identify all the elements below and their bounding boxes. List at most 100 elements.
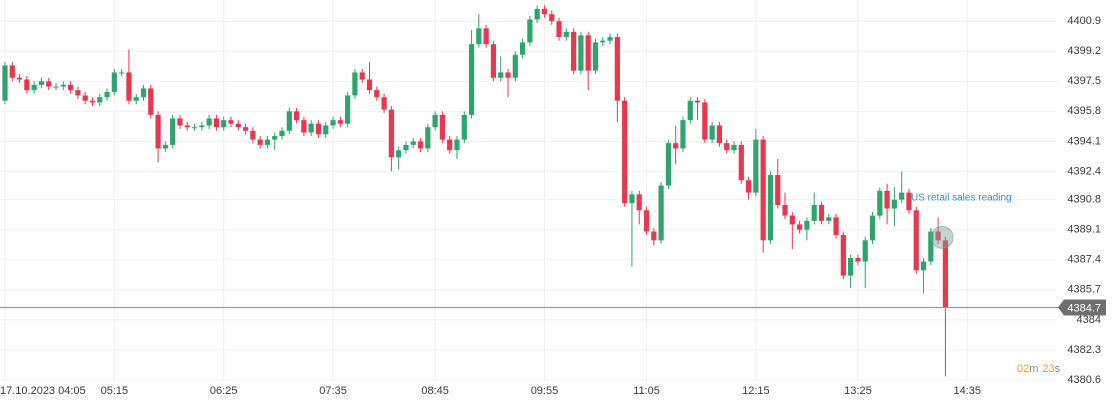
y-tick-label: 4385.7	[1067, 284, 1101, 296]
y-tick-label: 4387.4	[1067, 254, 1101, 266]
candle-body	[388, 109, 394, 158]
candle-body	[119, 72, 125, 74]
candle-body	[490, 44, 497, 78]
candle-body	[716, 125, 723, 144]
candle-body	[869, 215, 876, 241]
candle-body	[46, 81, 52, 87]
annotation-marker	[930, 225, 954, 249]
candle-body	[840, 235, 846, 276]
x-tick-label: 07:35	[319, 385, 347, 397]
candle-body	[250, 130, 256, 140]
candle-body	[454, 139, 460, 151]
candle-body	[527, 19, 533, 43]
candle-body	[447, 139, 453, 151]
candle-body	[60, 84, 66, 87]
candle-body	[571, 31, 577, 71]
candle-body	[592, 42, 599, 71]
candle-body	[177, 118, 183, 126]
candle-body	[308, 123, 314, 133]
candle-body	[148, 88, 154, 115]
candle-body	[221, 120, 227, 128]
candle-body	[199, 125, 205, 128]
candle-body	[330, 120, 336, 126]
candle-body	[315, 123, 322, 135]
candle-body	[643, 210, 650, 232]
candle-body	[381, 97, 387, 110]
candle-body	[607, 37, 613, 41]
candle-body	[272, 136, 278, 140]
candle-body	[374, 90, 380, 98]
candle-body	[24, 79, 30, 91]
candle-body	[578, 35, 584, 71]
candle-body	[826, 217, 832, 221]
candle-body	[563, 31, 569, 38]
candle-body	[541, 8, 548, 15]
candle-body	[629, 194, 635, 204]
candle-body	[140, 88, 147, 98]
candle-body	[505, 72, 511, 78]
candle-body	[811, 204, 817, 221]
candle-body	[614, 37, 620, 101]
candle-body	[235, 123, 241, 128]
candle-body	[651, 231, 657, 241]
y-tick-label: 4384	[1077, 314, 1101, 326]
candle-body	[913, 210, 919, 271]
x-tick-label: 08:45	[421, 385, 449, 397]
countdown-part: 23	[1042, 363, 1054, 375]
candle-body	[286, 111, 292, 131]
candle-body	[534, 8, 540, 20]
candle-body	[877, 190, 883, 216]
candle-body	[797, 224, 803, 230]
candle-body	[133, 97, 139, 101]
candle-body	[206, 118, 212, 126]
candle-body	[738, 144, 744, 181]
x-tick-label: 13:25	[844, 385, 872, 397]
candle-body	[228, 120, 234, 124]
y-tick-label: 4390.8	[1067, 194, 1101, 206]
candle-body	[833, 217, 839, 236]
candle-body	[694, 100, 701, 103]
candle-body	[753, 139, 759, 193]
candle-body	[804, 220, 810, 230]
candle-body	[745, 180, 752, 193]
candle-body	[549, 14, 555, 22]
candle-body	[9, 65, 15, 78]
annotation-text: US retail sales reading	[911, 193, 1012, 204]
candle-body	[935, 231, 941, 241]
candle-body	[352, 72, 358, 96]
countdown-part: m	[1029, 363, 1038, 375]
candle-body	[264, 139, 271, 145]
y-tick-label: 4389.1	[1067, 224, 1101, 236]
y-tick-label: 4400.9	[1067, 15, 1101, 27]
candle-body	[687, 100, 693, 121]
candle-body	[425, 127, 431, 149]
candle-body	[242, 127, 249, 131]
candle-body	[468, 44, 475, 115]
grid: 4380.6 4382.3 4384 4385.7 4387.4 4389.1 4390.8…	[0, 0, 1101, 397]
candle-body	[82, 95, 88, 101]
x-tick-label: 11:05	[633, 385, 660, 397]
candle-body	[658, 185, 664, 241]
candle-body	[294, 111, 300, 121]
countdown-part: 02	[1017, 363, 1029, 375]
x-tick-label: 12:15	[742, 385, 770, 397]
candle-body	[862, 240, 868, 262]
candle-body	[476, 28, 482, 45]
candle-body	[104, 91, 110, 98]
candle-body	[170, 118, 176, 145]
candle-body	[155, 114, 161, 149]
candle-body	[731, 144, 737, 151]
candle-body	[709, 125, 715, 140]
candle-body	[111, 72, 117, 92]
candle-body	[126, 72, 132, 101]
candle-body	[257, 139, 263, 145]
countdown: 02m 23s	[1017, 363, 1061, 375]
price-tag-bg	[1058, 299, 1106, 316]
candle-body	[920, 261, 927, 271]
candle-body	[31, 84, 37, 91]
last-price-tag: 4384.7	[1067, 302, 1101, 314]
candle-body	[789, 215, 795, 225]
candle-body	[928, 231, 934, 262]
candle-body	[53, 86, 59, 88]
